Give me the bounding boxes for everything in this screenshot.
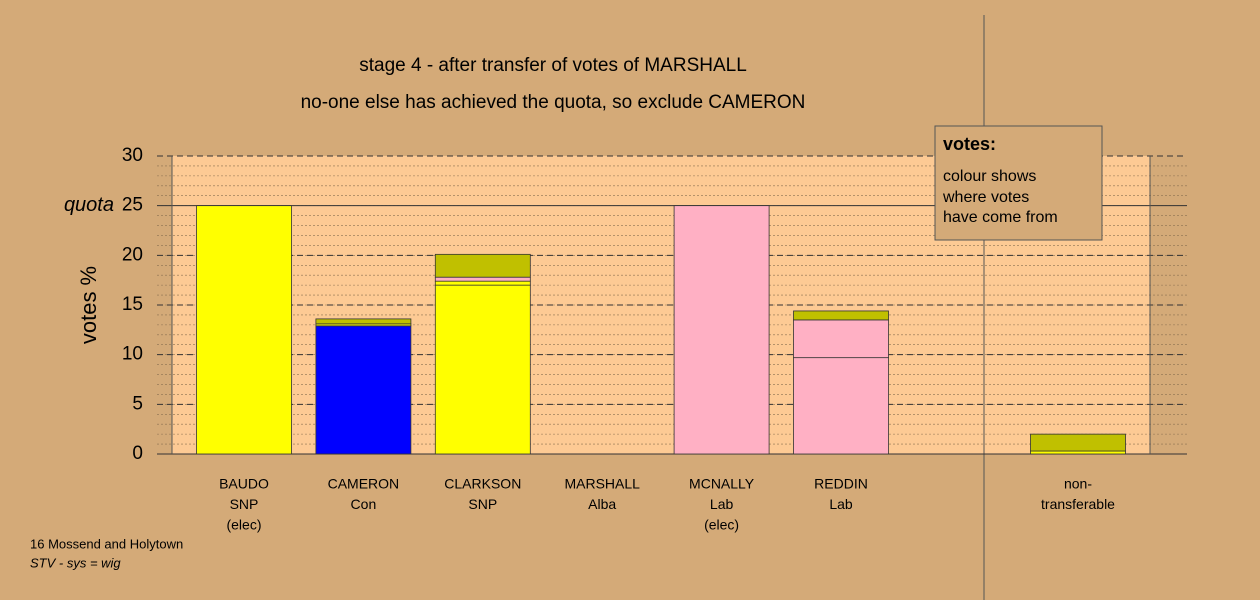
x-tick-label: Alba (588, 496, 616, 512)
legend-box (934, 125, 1103, 241)
legend-title: votes: (943, 134, 996, 154)
bars (196, 205, 1126, 455)
bar-segment (673, 205, 770, 455)
bar-segment (315, 318, 412, 325)
x-tick-label: Lab (710, 496, 734, 512)
x-tick-label: Lab (829, 496, 853, 512)
bar-segment (434, 276, 531, 282)
x-tick-label: (elec) (226, 517, 261, 533)
bar-segment (1030, 450, 1126, 455)
y-tick-label: 10 (122, 344, 143, 365)
x-tick-label: CLARKSON (444, 476, 521, 492)
x-tick-label: BAUDO (219, 476, 269, 492)
y-tick-label: 0 (132, 443, 143, 464)
y-tick-label: 20 (122, 244, 143, 265)
y-tick-label: 5 (132, 393, 143, 414)
y-tick-label: 15 (122, 294, 143, 315)
bar-segment (434, 284, 531, 455)
bar-segment (793, 357, 889, 455)
x-tick-label: Con (351, 496, 377, 512)
bar-segment (434, 280, 531, 286)
x-tick-label: MARSHALL (564, 476, 640, 492)
y-tick-label: 25 (122, 195, 143, 216)
chart-subtitle: no-one else has achieved the quota, so e… (301, 92, 806, 113)
legend-text: where votes (942, 189, 1029, 206)
bar-segment (196, 205, 292, 455)
x-tick-label: MCNALLY (689, 476, 755, 492)
x-tick-label: transferable (1041, 496, 1115, 512)
bar-segment (315, 325, 412, 455)
bar-segment (793, 310, 889, 321)
x-tick-label: (elec) (704, 517, 739, 533)
x-tick-label: SNP (468, 496, 497, 512)
legend-text: colour shows (943, 168, 1036, 185)
note: STV - sys = wig (30, 555, 121, 570)
x-tick-label: non- (1064, 476, 1092, 492)
chart-title: stage 4 - after transfer of votes of MAR… (359, 55, 747, 76)
x-tick-label: REDDIN (814, 476, 868, 492)
legend-text: have come from (943, 209, 1058, 226)
quota-label: quota (64, 194, 114, 216)
bar-segment (434, 253, 531, 278)
legend: votes: colour shows where votes have com… (934, 125, 1103, 241)
bar-segment (1030, 433, 1126, 452)
y-tick-label: 30 (122, 145, 143, 166)
note: 16 Mossend and Holytown (30, 536, 183, 551)
x-tick-label: CAMERON (328, 476, 400, 492)
x-tick-label: SNP (230, 496, 259, 512)
y-axis-label: votes % (76, 266, 101, 344)
bar-segment (793, 319, 889, 359)
